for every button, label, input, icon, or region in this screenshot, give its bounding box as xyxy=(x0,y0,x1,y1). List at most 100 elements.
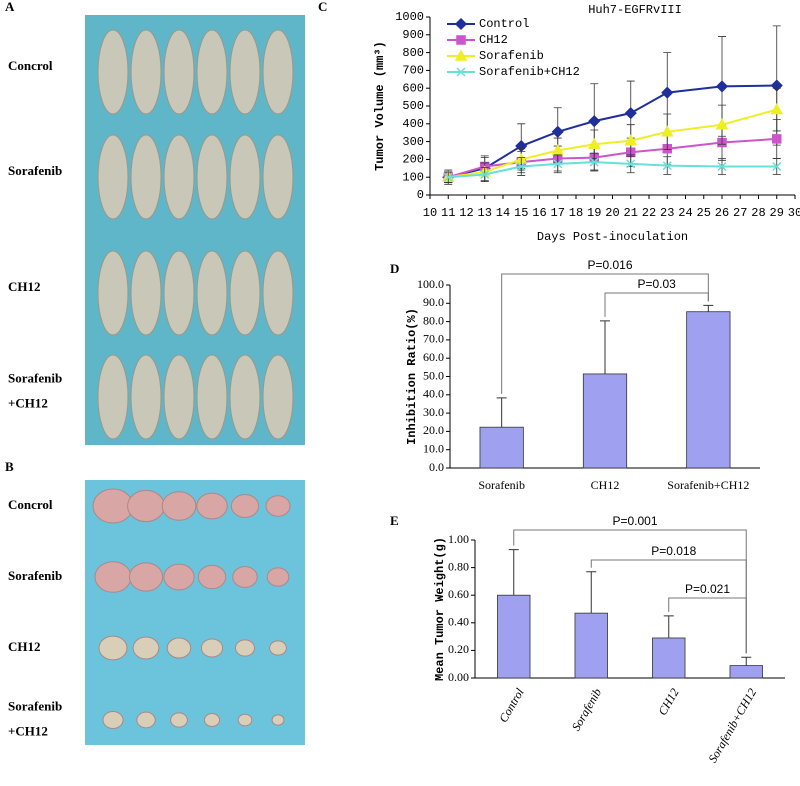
y-tick-label: 0.40 xyxy=(448,615,469,629)
tumor xyxy=(166,637,192,659)
y-tick-label: 600 xyxy=(402,81,424,95)
error-bar xyxy=(663,615,674,638)
mouse xyxy=(130,354,162,440)
mouse xyxy=(196,250,228,336)
y-tick-label: 300 xyxy=(402,135,424,149)
marker xyxy=(480,169,490,180)
x-tick-label: 11 xyxy=(441,206,455,220)
marker xyxy=(772,161,782,172)
row-label: Concrol xyxy=(8,58,53,73)
marker xyxy=(770,103,784,115)
x-tick-label: CH12 xyxy=(591,478,620,492)
tumor xyxy=(92,488,134,524)
x-tick-label: Sorafenib xyxy=(569,686,604,733)
tumor xyxy=(237,713,253,727)
marker xyxy=(772,134,782,144)
tumor xyxy=(266,567,290,587)
mouse xyxy=(163,29,195,115)
y-tick-label: 1.00 xyxy=(448,532,469,546)
mouse xyxy=(163,250,195,336)
y-tick-label: 100.0 xyxy=(417,277,444,291)
chart-title: Huh7-EGFRvIII xyxy=(588,3,682,17)
mouse xyxy=(229,250,261,336)
tumor xyxy=(136,711,156,729)
y-tick-label: 60.0 xyxy=(423,350,444,364)
row-label: Sorafenib xyxy=(8,698,62,713)
x-tick-label: 30 xyxy=(788,206,800,220)
y-tick-label: 800 xyxy=(402,46,424,60)
p-value: P=0.018 xyxy=(651,544,696,558)
y-tick-label: 0.80 xyxy=(448,559,469,573)
row-label: +CH12 xyxy=(8,395,48,410)
tumor xyxy=(132,636,160,660)
row-label: Concrol xyxy=(8,497,53,512)
x-tick-label: CH12 xyxy=(655,686,681,718)
x-tick-label: 15 xyxy=(514,206,528,220)
x-tick-label: 27 xyxy=(733,206,747,220)
y-tick-label: 70.0 xyxy=(423,332,444,346)
y-tick-label: 900 xyxy=(402,28,424,42)
bracket xyxy=(604,292,709,317)
error-bar xyxy=(586,571,597,614)
marker xyxy=(626,159,636,169)
bracket xyxy=(501,273,709,394)
error-bar xyxy=(703,304,714,312)
marker xyxy=(715,80,729,93)
bar xyxy=(652,637,686,679)
tumor xyxy=(196,492,228,520)
p-value: P=0.021 xyxy=(685,582,730,596)
x-tick-label: 20 xyxy=(605,206,619,220)
panel-letter: E xyxy=(390,513,399,528)
marker xyxy=(660,125,674,137)
tumor xyxy=(98,635,128,661)
mouse xyxy=(130,134,162,220)
tumor xyxy=(200,638,224,658)
tumor xyxy=(203,713,221,727)
y-tick-label: 0 xyxy=(417,188,424,202)
legend-label: CH12 xyxy=(479,33,508,47)
y-tick-label: 700 xyxy=(402,64,424,78)
marker xyxy=(553,159,563,169)
y-tick-label: 30.0 xyxy=(423,405,444,419)
marker xyxy=(662,161,672,171)
legend-marker xyxy=(456,35,466,45)
bar xyxy=(729,665,763,679)
y-axis-label: Inhibition Ratio(%) xyxy=(405,308,419,445)
x-tick-label: 12 xyxy=(459,206,473,220)
marker xyxy=(551,143,565,156)
x-tick-label: 29 xyxy=(770,206,784,220)
y-tick-label: 80.0 xyxy=(423,313,444,327)
legend-marker xyxy=(454,17,468,31)
panel-letter: C xyxy=(318,0,327,14)
marker xyxy=(516,161,526,172)
y-tick-label: 400 xyxy=(402,117,424,131)
y-tick-label: 0.20 xyxy=(448,642,469,656)
tumor xyxy=(161,491,197,521)
mouse xyxy=(163,134,195,220)
marker xyxy=(551,125,564,138)
x-tick-label: Sorafenib+CH12 xyxy=(705,686,759,765)
y-tick-label: 0.60 xyxy=(448,587,469,601)
y-tick-label: 90.0 xyxy=(423,295,444,309)
error-bar xyxy=(508,549,519,596)
x-tick-label: 13 xyxy=(478,206,492,220)
legend-label: Sorafenib xyxy=(479,49,544,63)
p-value: P=0.03 xyxy=(637,277,676,291)
bracket xyxy=(668,597,747,654)
tumor xyxy=(265,495,291,517)
y-tick-label: 500 xyxy=(402,99,424,113)
tumor xyxy=(128,562,164,592)
x-tick-label: 24 xyxy=(678,206,692,220)
tumor xyxy=(230,493,260,519)
x-tick-label: Control xyxy=(496,685,527,725)
x-tick-label: 16 xyxy=(532,206,546,220)
tumor xyxy=(94,561,132,593)
panel-letter: B xyxy=(5,459,14,474)
legend-label: Control xyxy=(479,17,529,31)
x-tick-label: 17 xyxy=(551,206,565,220)
marker xyxy=(715,118,729,130)
mouse xyxy=(97,354,129,440)
error-bar xyxy=(496,397,507,428)
tumor xyxy=(232,566,258,588)
